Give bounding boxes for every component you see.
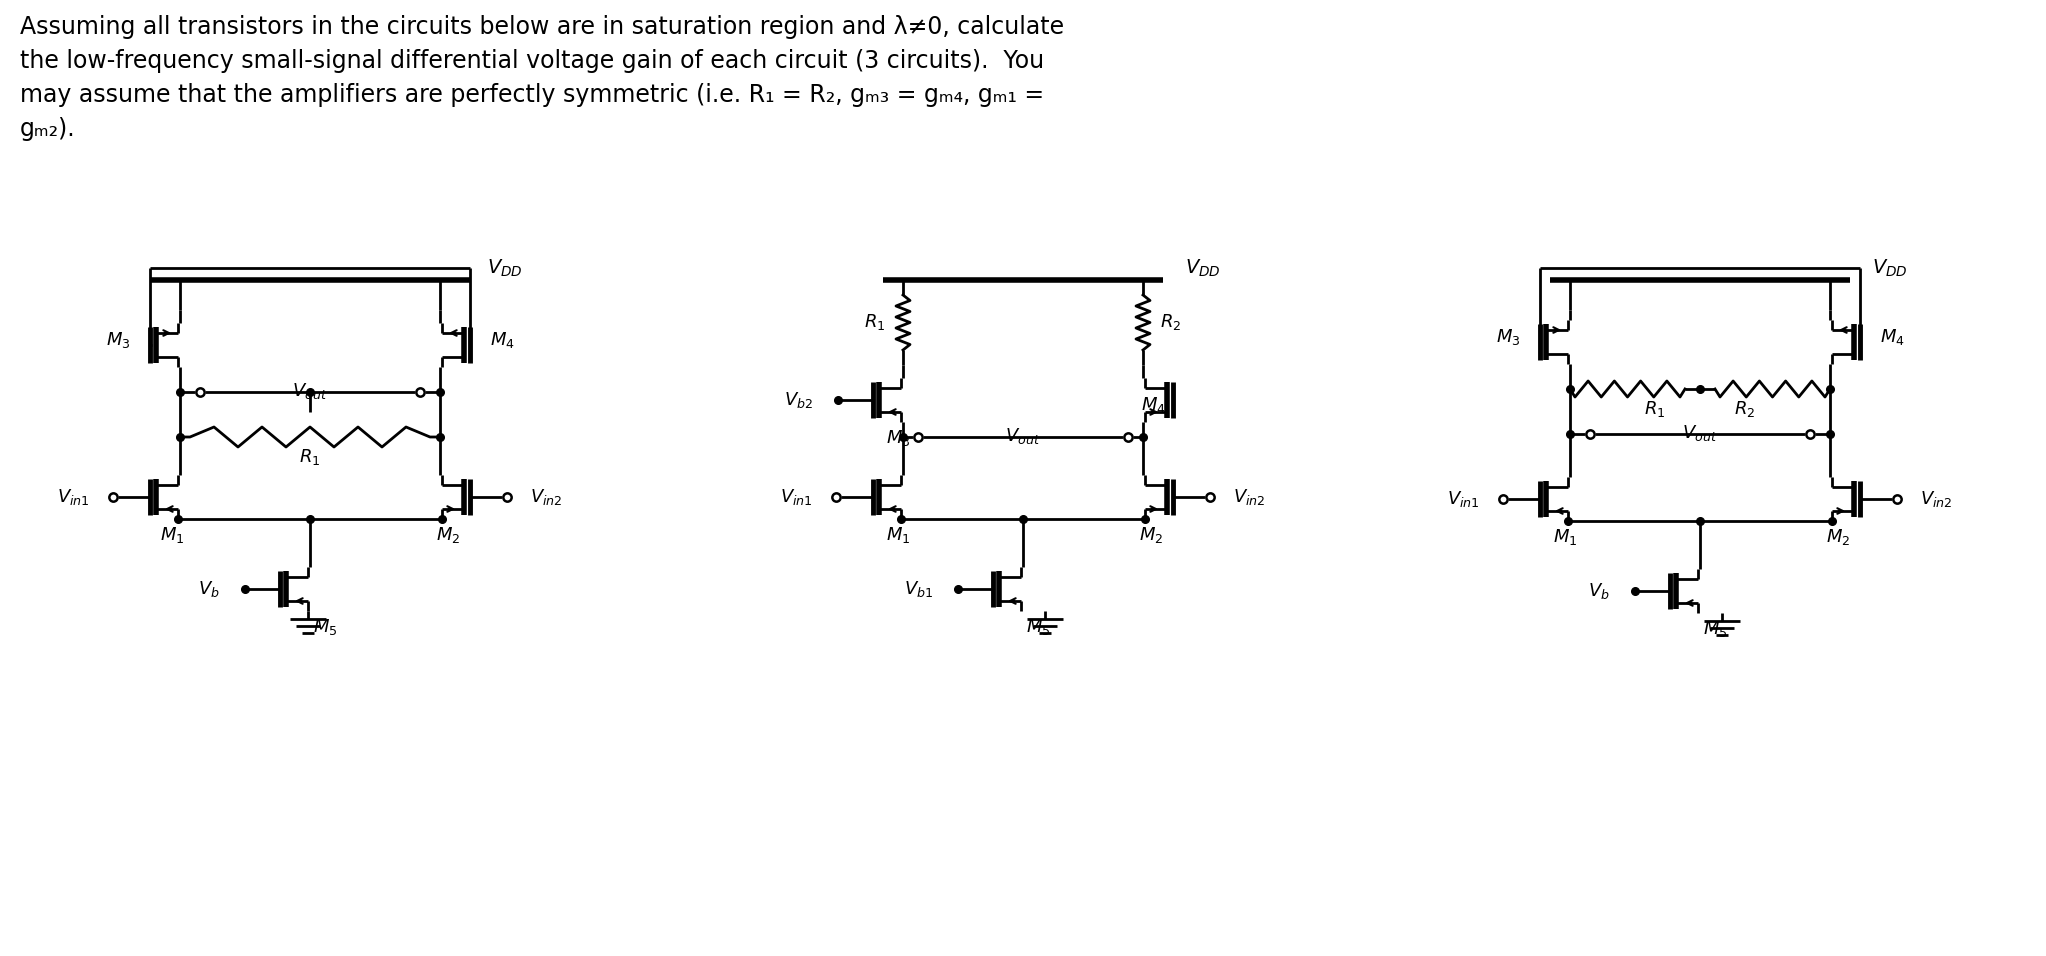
Text: $\mathit{V}_{in1}$: $\mathit{V}_{in1}$ [1447, 489, 1479, 509]
Text: may assume that the amplifiers are perfectly symmetric (i.e. R₁ = R₂, gₘ₃ = gₘ₄,: may assume that the amplifiers are perfe… [20, 83, 1043, 107]
Text: $\mathit{M}_1$: $\mathit{M}_1$ [1553, 527, 1577, 547]
Text: $\mathit{M}_2$: $\mathit{M}_2$ [436, 525, 460, 545]
Text: $\mathit{M}_5$: $\mathit{M}_5$ [313, 617, 338, 637]
Text: $\mathit{M}_3$: $\mathit{M}_3$ [1496, 327, 1520, 347]
Text: $\mathit{V}_{b2}$: $\mathit{V}_{b2}$ [784, 390, 812, 410]
Text: the low-frequency small-signal differential voltage gain of each circuit (3 circ: the low-frequency small-signal different… [20, 49, 1043, 73]
Text: $\mathit{V}_{out}$: $\mathit{V}_{out}$ [1682, 423, 1719, 443]
Text: $\mathit{M}_4$: $\mathit{M}_4$ [1140, 395, 1166, 415]
Text: $\mathit{V}_b$: $\mathit{V}_b$ [1588, 581, 1610, 601]
Text: $\mathit{V}_{in2}$: $\mathit{V}_{in2}$ [1234, 487, 1266, 507]
Text: $\mathit{M}_1$: $\mathit{M}_1$ [160, 525, 184, 545]
Text: $\mathit{V}_{in2}$: $\mathit{V}_{in2}$ [530, 487, 563, 507]
Text: $\mathit{V}_{DD}$: $\mathit{V}_{DD}$ [487, 257, 524, 278]
Text: $\mathit{V}_{out}$: $\mathit{V}_{out}$ [293, 381, 327, 401]
Text: $\mathit{V}_{in2}$: $\mathit{V}_{in2}$ [1919, 489, 1952, 509]
Text: Assuming all transistors in the circuits below are in saturation region and λ≠0,: Assuming all transistors in the circuits… [20, 15, 1064, 39]
Text: $\mathit{V}_{b1}$: $\mathit{V}_{b1}$ [904, 579, 933, 599]
Text: $\mathit{M}_2$: $\mathit{M}_2$ [1140, 525, 1162, 545]
Text: $\mathit{M}_3$: $\mathit{M}_3$ [886, 428, 910, 448]
Text: $\mathit{M}_1$: $\mathit{M}_1$ [886, 525, 910, 545]
Text: $\mathit{R}_2$: $\mathit{R}_2$ [1735, 399, 1755, 419]
Text: $\mathit{R}_1$: $\mathit{R}_1$ [863, 312, 886, 332]
Text: $\mathit{V}_{in1}$: $\mathit{V}_{in1}$ [780, 487, 812, 507]
Text: $\mathit{M}_4$: $\mathit{M}_4$ [489, 330, 514, 350]
Text: $\mathit{R}_1$: $\mathit{R}_1$ [1645, 399, 1665, 419]
Text: $\mathit{V}_{out}$: $\mathit{V}_{out}$ [1005, 426, 1041, 446]
Text: $\mathit{R}_1$: $\mathit{R}_1$ [299, 447, 321, 467]
Text: $\mathit{V}_{DD}$: $\mathit{V}_{DD}$ [1872, 257, 1907, 278]
Text: $\mathit{V}_b$: $\mathit{V}_b$ [198, 579, 221, 599]
Text: $\mathit{M}_5$: $\mathit{M}_5$ [1025, 617, 1050, 637]
Text: gₘ₂).: gₘ₂). [20, 117, 76, 141]
Text: $\mathit{V}_{in1}$: $\mathit{V}_{in1}$ [57, 487, 90, 507]
Text: $\mathit{M}_4$: $\mathit{M}_4$ [1880, 327, 1905, 347]
Text: $\mathit{M}_2$: $\mathit{M}_2$ [1825, 527, 1850, 547]
Text: $\mathit{R}_2$: $\mathit{R}_2$ [1160, 312, 1183, 332]
Text: $\mathit{M}_5$: $\mathit{M}_5$ [1702, 619, 1727, 639]
Text: $\mathit{V}_{DD}$: $\mathit{V}_{DD}$ [1185, 257, 1221, 278]
Text: $\mathit{M}_3$: $\mathit{M}_3$ [106, 330, 131, 350]
